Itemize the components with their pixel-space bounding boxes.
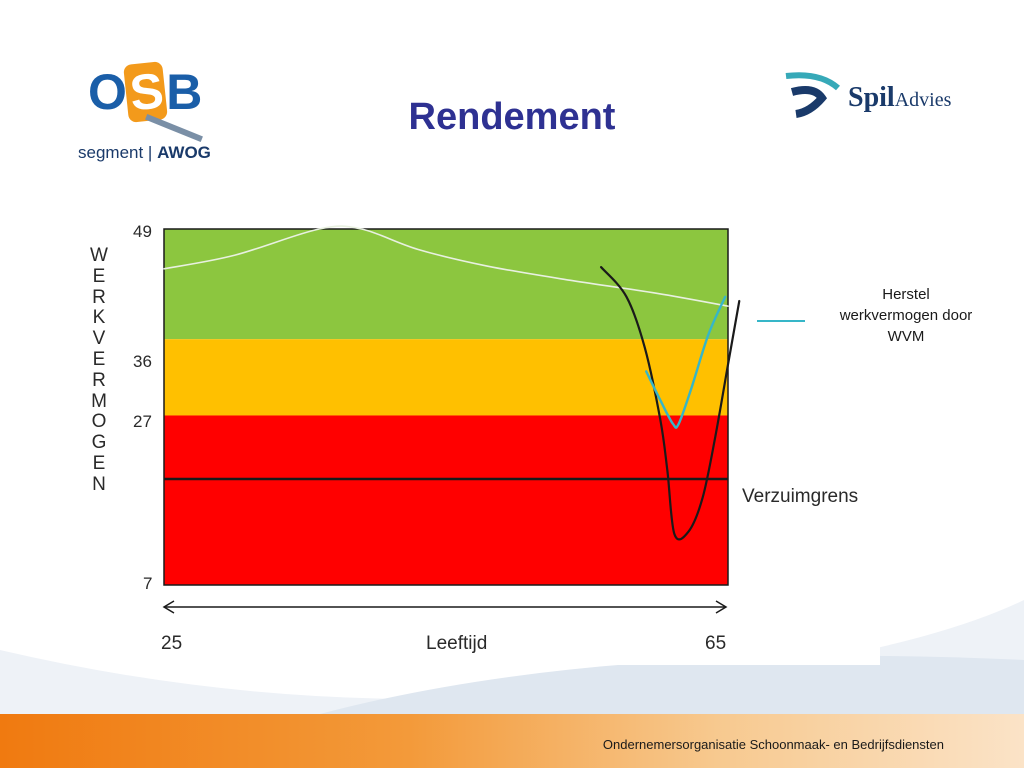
spil-logo-sub: Advies <box>894 89 952 111</box>
y-axis-label-letter: K <box>92 307 106 329</box>
y-axis-label-letter: E <box>92 452 106 474</box>
x-axis-arrowhead-right <box>715 600 728 614</box>
x-tick-label: 25 <box>161 633 183 654</box>
plot-frame <box>163 228 729 586</box>
y-tick-label: 36 <box>133 352 152 371</box>
legend-label-recovery: Herstel werkvermogen door WVM <box>839 286 973 345</box>
spil-wave-icon <box>785 72 840 118</box>
legend-swatch-recovery <box>757 320 805 322</box>
reference-line-label: Verzuimgrens <box>742 486 859 507</box>
slide-title: Rendement <box>408 96 616 138</box>
y-axis-label-letter: R <box>92 286 106 308</box>
y-axis-label-letter: E <box>92 265 106 287</box>
y-tick-label: 7 <box>143 574 153 593</box>
spil-logo-main: Spil <box>848 82 895 113</box>
y-axis-label-letter: W <box>90 245 108 266</box>
y-axis-label-letter: E <box>92 348 106 370</box>
footer-organisation-text: Ondernemersorganisatie Schoonmaak- en Be… <box>602 737 944 752</box>
y-axis-label-letter: O <box>91 411 107 433</box>
x-axis-arrowhead-left <box>162 600 175 614</box>
zone-band <box>164 229 728 340</box>
zone-band <box>164 415 728 585</box>
y-tick-label: 49 <box>133 222 152 241</box>
osb-logo-letters: OSB <box>88 61 202 123</box>
recovery-curve <box>645 295 727 429</box>
zone-band <box>164 339 728 416</box>
y-axis-label-letter: M <box>91 390 107 412</box>
legend-box <box>838 270 966 358</box>
x-axis-label: Leeftijd <box>426 633 488 654</box>
y-tick-label: 27 <box>133 412 152 431</box>
y-axis-label-letter: V <box>92 328 106 350</box>
osb-logo: OSB segment | AWOG <box>78 55 238 175</box>
y-axis-label-letter: R <box>92 369 106 391</box>
osb-segment-text: segment | AWOG <box>78 143 211 162</box>
spil-advies-logo: SpilAdvies <box>762 62 988 130</box>
x-tick-label: 65 <box>705 633 727 654</box>
sick-curve <box>600 266 741 541</box>
y-axis-label-letter: G <box>91 432 107 454</box>
footer-bar <box>0 714 1024 768</box>
norm-curve <box>163 225 729 307</box>
y-axis-label-letter: N <box>92 473 106 495</box>
